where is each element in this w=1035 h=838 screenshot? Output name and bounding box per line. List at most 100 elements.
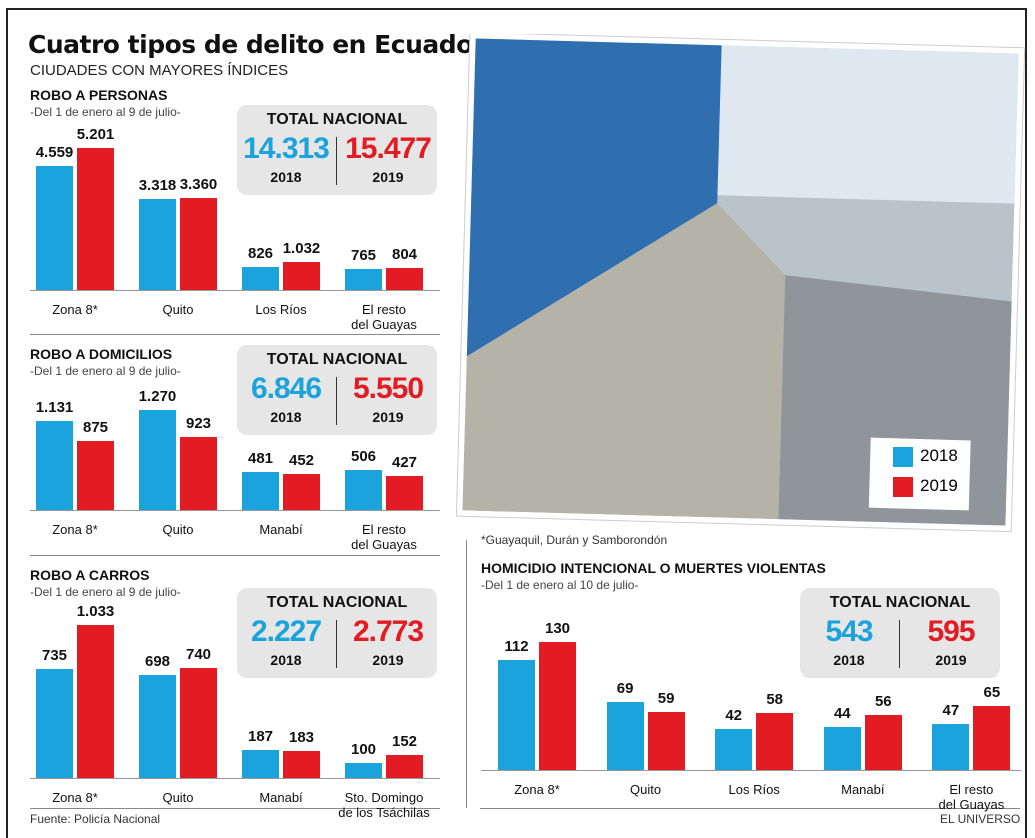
bar: [647, 711, 685, 770]
value-label: 735: [41, 647, 68, 665]
value-label: 698: [144, 652, 171, 670]
bar: [242, 750, 279, 778]
bar: [973, 706, 1011, 770]
total-year: 2018: [833, 652, 865, 668]
total-value: 15.477: [345, 132, 432, 165]
totals-label: TOTAL NACIONAL: [266, 351, 408, 368]
total-value: 6.846: [250, 372, 322, 405]
bar: [715, 728, 753, 770]
totals-box: TOTAL NACIONAL 14.313 2018 15.477 2019: [237, 105, 437, 195]
chart-subtitle: -Del 1 de enero al 9 de julio-: [30, 585, 181, 599]
bar: [386, 755, 423, 778]
main-title: Cuatro tipos de delito en Ecuador: [28, 30, 485, 59]
bar: [386, 268, 423, 290]
bar: [345, 470, 382, 510]
category-label: Quito: [162, 522, 194, 537]
total-year: 2019: [372, 169, 404, 185]
bar: [180, 437, 217, 510]
total-value: 2.227: [250, 615, 322, 648]
bar: [386, 476, 423, 510]
total-year: 2019: [935, 652, 967, 668]
footnote: *Guayaquil, Durán y Samborondón: [481, 533, 668, 547]
bar: [345, 763, 382, 778]
value-label: 5.201: [76, 126, 115, 143]
total-value: 543: [825, 615, 873, 648]
value-label: 47: [942, 701, 960, 719]
total-year: 2018: [270, 169, 302, 185]
totals-divider: [336, 137, 337, 185]
bar: [756, 712, 794, 770]
total-year: 2018: [270, 409, 302, 425]
main-subtitle: CIUDADES CON MAYORES ÍNDICES: [30, 62, 289, 79]
value-label: 804: [391, 246, 418, 264]
totals-divider: [899, 620, 900, 668]
value-label: 3.360: [179, 176, 218, 194]
total-value: 5.550: [352, 372, 424, 405]
category-label: Quito: [162, 302, 194, 317]
chart-title: ROBO A DOMICILIOS: [30, 346, 173, 362]
value-label: 69: [616, 680, 634, 698]
category-label: Quito: [630, 782, 662, 797]
value-label: 875: [82, 419, 109, 437]
chart-subtitle: -Del 1 de enero al 10 de julio-: [481, 578, 639, 592]
bar: [242, 267, 279, 290]
category-label: El resto del Guayas: [351, 522, 417, 552]
value-label: 4.559: [35, 143, 74, 161]
value-label: 42: [725, 706, 743, 724]
baseline: [30, 510, 440, 511]
chart-subtitle: -Del 1 de enero al 9 de julio-: [30, 364, 181, 378]
category-label: Zona 8*: [52, 522, 98, 537]
value-label: 44: [833, 704, 851, 722]
category-label: Manabí: [841, 782, 885, 797]
category-label: Zona 8*: [52, 790, 98, 805]
bar: [539, 642, 576, 770]
bar: [180, 668, 217, 778]
value-label: 427: [391, 454, 418, 472]
separator: [480, 808, 1020, 809]
chart-subtitle: -Del 1 de enero al 9 de julio-: [30, 105, 181, 119]
total-year: 2019: [372, 409, 404, 425]
value-label: 923: [185, 415, 212, 433]
bar: [139, 410, 176, 510]
value-label: 452: [288, 452, 315, 470]
value-label: 1.131: [35, 398, 74, 416]
bar: [139, 674, 176, 778]
bar: [242, 472, 279, 510]
category-label: Quito: [162, 790, 194, 805]
photo: [455, 34, 1026, 532]
bar: [36, 420, 73, 510]
value-label: 183: [288, 728, 315, 746]
category-label: Los Ríos: [728, 782, 780, 797]
baseline: [30, 290, 440, 291]
totals-label: TOTAL NACIONAL: [266, 111, 408, 128]
value-label: 59: [657, 689, 675, 707]
value-label: 3.318: [138, 177, 177, 195]
bar: [864, 714, 902, 770]
value-label: 65: [983, 684, 1001, 701]
category-label: Sto. Domingo de los Tsáchilas: [338, 790, 430, 820]
bar: [77, 441, 114, 510]
separator: [30, 808, 440, 809]
category-label: Manabí: [259, 790, 303, 805]
bar: [77, 625, 114, 778]
category-label: Zona 8*: [52, 302, 98, 317]
value-label: 56: [874, 692, 892, 710]
bar: [180, 198, 217, 290]
legend-swatch: [893, 447, 913, 467]
totals-divider: [336, 377, 337, 425]
bar: [77, 148, 114, 290]
bar: [345, 269, 382, 290]
chart-title: HOMICIDIO INTENCIONAL O MUERTES VIOLENTA…: [481, 560, 826, 576]
baseline: [30, 778, 440, 779]
total-value: 595: [927, 615, 975, 648]
chart-title: ROBO A PERSONAS: [30, 87, 168, 103]
separator: [30, 334, 440, 335]
value-label: 130: [544, 620, 571, 637]
separator: [30, 555, 440, 556]
totals-label: TOTAL NACIONAL: [829, 594, 971, 611]
value-label: 765: [350, 247, 377, 265]
legend-label: 2019: [920, 476, 958, 495]
bar: [283, 474, 320, 510]
totals-label: TOTAL NACIONAL: [266, 594, 408, 611]
